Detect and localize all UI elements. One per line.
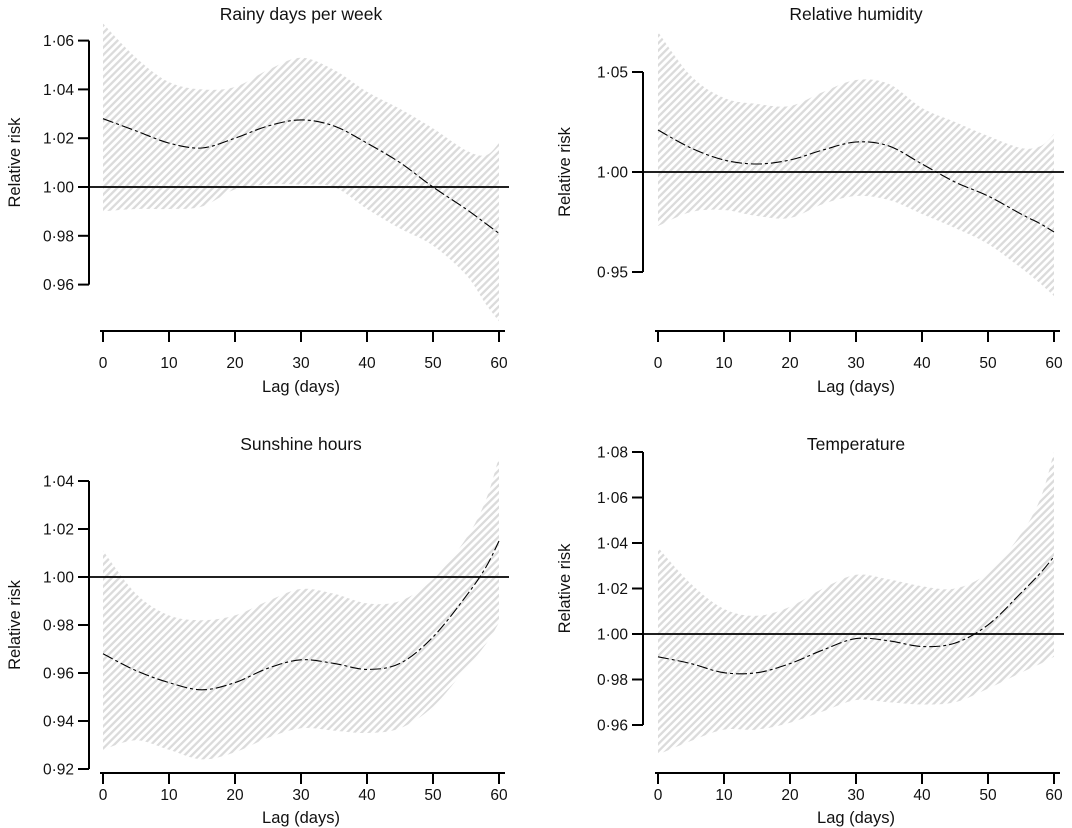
y-tick-label: 0·98 <box>43 618 74 635</box>
y-tick-label: 1·02 <box>43 522 74 539</box>
y-tick-label: 1·02 <box>43 131 74 148</box>
x-tick-label: 30 <box>292 787 310 804</box>
x-tick-label: 50 <box>424 787 442 804</box>
sunshine-hours-chart: 0·92 0·94 0·96 0·98 1·00 1·02 1·04 0 10 20 30 40 50 6… <box>6 434 509 827</box>
x-axis-label: Lag (days) <box>817 378 895 396</box>
y-tick-label: 0·98 <box>597 672 628 689</box>
y-tick-label: 1·00 <box>597 627 628 644</box>
y-axis-label: Relative risk <box>556 126 574 217</box>
y-axis-label: Relative risk <box>6 117 24 208</box>
x-tick-label: 20 <box>226 355 244 372</box>
confidence-band <box>658 32 1054 296</box>
x-axis-label: Lag (days) <box>262 809 340 827</box>
temperature-chart: 0·96 0·98 1·00 1·02 1·04 1·06 1·08 0 10 20 30 40 50 6… <box>556 434 1064 827</box>
x-axis-label: Lag (days) <box>817 809 895 827</box>
panel-rainy-days-per-week: 0·96 0·98 1·00 1·02 1·04 1·06 0 10 20 30 40 50 60 Rai… <box>0 0 536 414</box>
y-tick-label: 0·98 <box>43 228 74 245</box>
x-tick-label: 20 <box>226 787 244 804</box>
y-tick-label: 1·02 <box>597 581 628 598</box>
x-tick-label: 60 <box>490 355 508 372</box>
x-tick-label: 40 <box>913 787 931 804</box>
x-tick-label: 0 <box>99 355 108 372</box>
x-tick-label: 0 <box>99 787 108 804</box>
x-tick-label: 60 <box>1045 355 1063 372</box>
y-tick-label: 1·04 <box>597 536 628 553</box>
x-tick-label: 10 <box>715 787 733 804</box>
x-tick-label: 0 <box>654 787 663 804</box>
x-tick-label: 10 <box>715 355 733 372</box>
y-tick-label: 1·05 <box>597 65 628 82</box>
x-tick-label: 40 <box>358 787 376 804</box>
relative-humidity-chart: 0·95 1·00 1·05 0 10 20 30 40 50 60 Relative humidi… <box>556 4 1064 396</box>
x-tick-label: 10 <box>160 787 178 804</box>
panel-sunshine-hours: 0·92 0·94 0·96 0·98 1·00 1·02 1·04 0 10 20 30 40 50 6… <box>0 414 536 828</box>
y-axis-label: Relative risk <box>556 543 574 634</box>
y-axis-label: Relative risk <box>6 579 24 670</box>
y-tick-label: 1·08 <box>597 445 628 462</box>
x-tick-label: 20 <box>781 787 799 804</box>
panel-title: Rainy days per week <box>220 4 383 24</box>
panel-title: Relative humidity <box>789 4 922 24</box>
y-tick-label: 1·00 <box>43 570 74 587</box>
x-tick-label: 40 <box>358 355 376 372</box>
x-tick-label: 60 <box>490 787 508 804</box>
y-tick-label: 1·04 <box>43 82 74 99</box>
y-tick-label: 0·96 <box>43 277 74 294</box>
confidence-band <box>658 452 1054 755</box>
confidence-band <box>103 457 499 760</box>
risk-curve <box>657 129 1055 233</box>
x-tick-label: 30 <box>847 355 865 372</box>
y-tick-label: 0·95 <box>597 265 628 282</box>
y-tick-label: 1·04 <box>43 474 74 491</box>
x-tick-label: 30 <box>847 787 865 804</box>
y-tick-label: 1·06 <box>597 490 628 507</box>
x-tick-label: 0 <box>654 355 663 372</box>
risk-curve <box>102 540 500 691</box>
x-axis-label: Lag (days) <box>262 378 340 396</box>
y-tick-label: 0·94 <box>43 714 74 731</box>
y-tick-label: 1·00 <box>597 165 628 182</box>
x-tick-label: 50 <box>979 355 997 372</box>
y-tick-label: 0·96 <box>597 718 628 735</box>
panel-temperature: 0·96 0·98 1·00 1·02 1·04 1·06 1·08 0 10 20 30 40 50 6… <box>536 414 1072 828</box>
y-tick-label: 1·00 <box>43 180 74 197</box>
x-tick-label: 10 <box>160 355 178 372</box>
confidence-band <box>103 23 499 322</box>
y-tick-label: 0·96 <box>43 666 74 683</box>
panel-relative-humidity: 0·95 1·00 1·05 0 10 20 30 40 50 60 Relative humidi… <box>536 0 1072 414</box>
panel-title: Sunshine hours <box>240 434 362 454</box>
rainy-days-chart: 0·96 0·98 1·00 1·02 1·04 1·06 0 10 20 30 40 50 60 Rai… <box>6 4 509 396</box>
y-tick-label: 0·92 <box>43 762 74 779</box>
x-tick-label: 60 <box>1045 787 1063 804</box>
risk-curve <box>102 118 500 234</box>
panel-title: Temperature <box>807 434 905 454</box>
x-tick-label: 30 <box>292 355 310 372</box>
x-tick-label: 20 <box>781 355 799 372</box>
x-tick-label: 40 <box>913 355 931 372</box>
risk-curve <box>657 556 1055 675</box>
x-tick-label: 50 <box>424 355 442 372</box>
x-tick-label: 50 <box>979 787 997 804</box>
y-tick-label: 1·06 <box>43 33 74 50</box>
